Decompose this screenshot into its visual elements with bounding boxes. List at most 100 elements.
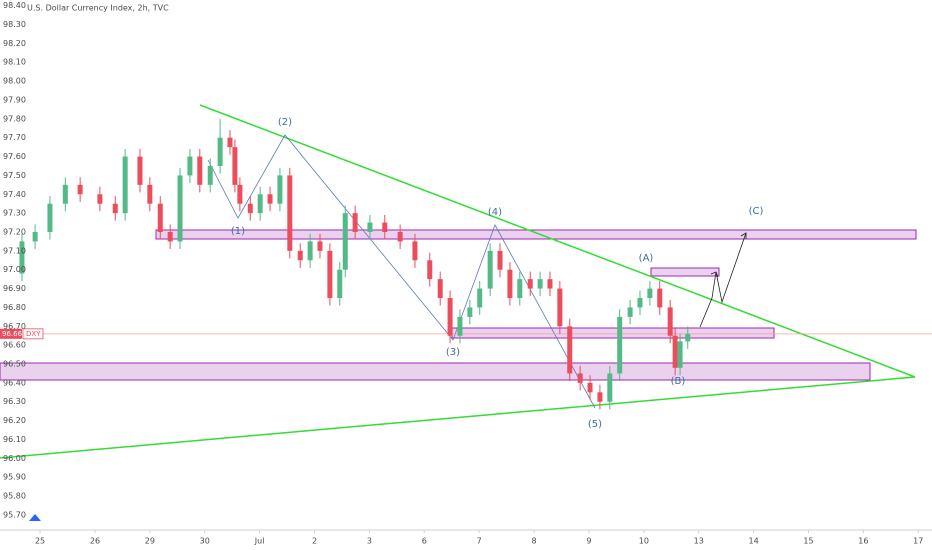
y-tick-label: 96.10 [3,435,26,444]
y-tick-label: 96.70 [3,322,26,331]
y-tick-label: 95.90 [3,473,26,482]
candle-body [427,260,433,280]
candle-body [647,288,653,299]
candle-body [237,184,243,204]
wave-label: (C) [749,206,764,217]
x-tick-label: 2 [312,537,317,546]
x-tick-label: 9 [586,537,591,546]
candles [19,118,932,410]
candle-body [157,203,163,232]
drawings [0,104,917,459]
y-tick-label: 95.70 [3,510,26,519]
y-tick-label: 98.00 [3,77,26,86]
candle-body [287,175,293,251]
candle-body [397,231,403,242]
candle-body [477,288,483,308]
x-tick-label: 8 [532,537,537,546]
candle-body [327,250,333,299]
x-tick-label: 25 [35,537,45,546]
candle-body [47,203,53,232]
y-tick-label: 97.70 [3,133,26,142]
candle-body [617,316,623,374]
y-tick-label: 97.60 [3,152,26,161]
y-tick-label: 95.80 [3,492,26,501]
x-tick-label: 15 [803,537,813,546]
candle-body [297,250,303,261]
candle-body [667,307,673,336]
candle-body [447,298,453,336]
candle-body [637,298,643,308]
candle-body [467,307,473,317]
x-tick-label: 29 [145,537,155,546]
candle-body [537,279,543,289]
candle-body [247,203,253,214]
candle-body [367,222,373,232]
y-tick-label: 97.30 [3,209,26,218]
logo [29,514,41,521]
x-tick-label: Jul [254,537,265,546]
y-tick-label: 98.30 [3,20,26,29]
wave-label: (1) [231,226,245,237]
candle-body [382,222,388,232]
candle-body [352,213,358,232]
candle-body [567,326,573,374]
x-tick-label: 17 [913,537,923,546]
symbol-tag-bg [22,328,44,340]
x-tick-label: 13 [694,537,704,546]
candle-body [657,288,663,308]
candle-body [137,156,143,185]
wave-path [207,134,596,409]
y-tick-label: 97.50 [3,171,26,180]
y-tick-label: 98.10 [3,58,26,67]
symbol-tag: DXY [26,330,41,338]
candle-body [342,213,348,270]
trendline [199,104,916,378]
candle-body [267,194,273,204]
candle-body [437,279,443,299]
trendline [0,376,916,459]
y-tick-label: 96.50 [3,360,26,369]
candle-body [557,288,563,327]
candle-body [62,184,68,204]
candle-body [307,241,313,261]
y-tick-label: 97.10 [3,246,26,255]
price-tag-bg [0,328,22,339]
candle-body [507,269,513,299]
wave-label: (5) [588,419,602,430]
candle-body [527,279,533,289]
y-tick-label: 96.60 [3,341,26,350]
x-tick-label: 7 [477,537,482,546]
wave-label: (3) [446,347,460,358]
candle-body [217,137,223,166]
candle-body [32,231,38,242]
x-tick-label: 30 [200,537,210,546]
candle-body [197,156,203,185]
candle-body [277,175,283,204]
wave-label: (4) [488,207,502,218]
candle-body [487,250,493,289]
y-tick-label: 97.80 [3,114,26,123]
candle-body [112,203,118,214]
y-tick-label: 96.30 [3,397,26,406]
candle-body [672,335,678,368]
candle-body [685,333,691,342]
y-tick-label: 96.90 [3,284,26,293]
y-tick-label: 97.20 [3,227,26,236]
x-tick-label: 3 [367,537,372,546]
candle-body [627,307,633,317]
candle-body [97,194,103,204]
wave-label: (A) [639,253,654,264]
candle-body [257,194,263,214]
zone-box [451,327,775,339]
y-tick-label: 97.90 [3,95,26,104]
candle-body [19,241,25,274]
candle-body [207,165,213,185]
candle-body [597,392,603,402]
price-tag: 96.66 [2,330,23,338]
candle-body [317,241,323,251]
candle-body [337,269,343,299]
candle-body [177,175,183,242]
x-tick-label: 16 [858,537,868,546]
candle-body [167,231,173,242]
chart-title: U.S. Dollar Currency Index, 2h, TVC [27,4,169,13]
